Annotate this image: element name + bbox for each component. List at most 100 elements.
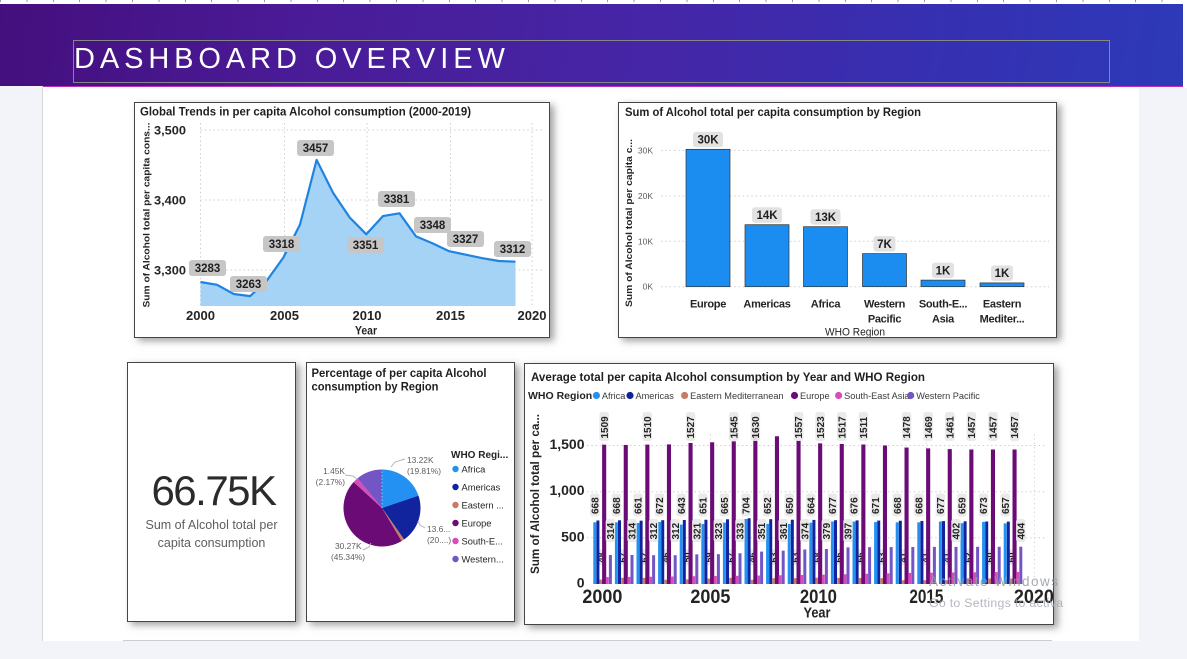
svg-text:1545: 1545 [729, 416, 740, 439]
svg-text:63: 63 [877, 552, 887, 562]
svg-text:673: 673 [979, 497, 990, 514]
svg-text:321: 321 [692, 522, 703, 539]
svg-text:Europe: Europe [800, 391, 830, 401]
svg-text:2000: 2000 [186, 308, 215, 323]
svg-text:397: 397 [844, 522, 855, 539]
svg-text:3263: 3263 [236, 279, 262, 291]
svg-text:41: 41 [899, 552, 909, 562]
svg-text:63: 63 [791, 552, 801, 562]
svg-text:0K: 0K [643, 282, 654, 292]
svg-text:361: 361 [779, 522, 790, 539]
svg-text:46: 46 [747, 552, 757, 562]
svg-text:2020: 2020 [518, 308, 547, 323]
svg-text:2015: 2015 [436, 308, 465, 323]
svg-text:1630: 1630 [751, 416, 762, 439]
svg-text:Eastern Mediterranean: Eastern Mediterranean [690, 391, 783, 401]
svg-text:379: 379 [822, 522, 833, 539]
svg-text:South-E...: South-E... [919, 299, 968, 311]
svg-text:WHO Region: WHO Region [528, 390, 592, 402]
svg-text:48: 48 [596, 552, 606, 562]
svg-text:665: 665 [720, 497, 731, 514]
svg-text:1457: 1457 [989, 416, 1000, 439]
svg-text:3348: 3348 [420, 220, 446, 232]
svg-text:Africa: Africa [462, 465, 487, 475]
svg-text:3318: 3318 [269, 239, 295, 251]
svg-text:677: 677 [828, 497, 839, 514]
svg-text:Americas: Americas [462, 483, 501, 493]
svg-text:704: 704 [742, 497, 753, 514]
svg-text:Europe: Europe [462, 519, 492, 529]
svg-text:66: 66 [834, 552, 844, 562]
svg-text:Eastern ...: Eastern ... [462, 501, 504, 511]
svg-text:60: 60 [1007, 552, 1017, 562]
svg-text:Asia: Asia [932, 314, 955, 326]
svg-text:Americas: Americas [743, 299, 790, 311]
svg-text:1457: 1457 [1010, 416, 1021, 439]
svg-text:668: 668 [893, 497, 904, 514]
svg-text:30K: 30K [697, 135, 719, 147]
svg-text:2005: 2005 [270, 308, 299, 323]
svg-text:1457: 1457 [967, 416, 978, 439]
svg-text:(2.17%): (2.17%) [316, 477, 346, 487]
svg-text:657: 657 [1001, 497, 1012, 514]
svg-text:50: 50 [683, 552, 693, 562]
svg-text:66: 66 [855, 552, 865, 562]
svg-text:Africa: Africa [602, 391, 626, 401]
svg-text:41: 41 [942, 552, 952, 562]
svg-text:668: 668 [612, 497, 623, 514]
svg-text:67: 67 [639, 552, 649, 562]
svg-text:WHO Region: WHO Region [825, 327, 885, 338]
svg-text:Western...: Western... [462, 555, 504, 565]
svg-text:Sum of Alcohol total per capit: Sum of Alcohol total per capita consumpt… [625, 105, 921, 119]
svg-text:671: 671 [871, 497, 882, 514]
svg-text:20K: 20K [638, 191, 653, 201]
svg-text:3283: 3283 [195, 263, 221, 275]
svg-text:Sum of Alcohol total per capit: Sum of Alcohol total per capita c... [624, 139, 635, 307]
svg-text:Africa: Africa [811, 299, 842, 311]
svg-text:67: 67 [618, 552, 628, 562]
svg-text:3327: 3327 [453, 234, 479, 246]
svg-text:Americas: Americas [636, 391, 675, 401]
svg-text:59: 59 [704, 552, 714, 562]
svg-text:651: 651 [698, 497, 709, 514]
svg-text:3,300: 3,300 [154, 264, 186, 278]
svg-text:643: 643 [677, 497, 688, 514]
svg-text:WHO Regi...: WHO Regi... [451, 450, 508, 461]
svg-text:404: 404 [1016, 522, 1027, 539]
svg-text:1509: 1509 [600, 416, 611, 439]
svg-text:0: 0 [577, 575, 585, 591]
svg-text:South-E...: South-E... [462, 537, 503, 547]
svg-text:Western: Western [864, 299, 906, 311]
svg-text:1523: 1523 [816, 416, 827, 439]
svg-text:664: 664 [806, 497, 817, 514]
svg-text:314: 314 [628, 522, 639, 539]
svg-text:46: 46 [661, 552, 671, 562]
svg-text:1557: 1557 [794, 416, 805, 439]
svg-text:3351: 3351 [353, 240, 379, 252]
svg-text:3,500: 3,500 [154, 124, 186, 138]
svg-text:(19.81%): (19.81%) [407, 466, 441, 476]
svg-text:30.27K: 30.27K [335, 541, 362, 551]
svg-text:68: 68 [812, 552, 822, 562]
svg-text:67: 67 [726, 552, 736, 562]
svg-text:Pacific: Pacific [868, 314, 902, 326]
svg-text:3457: 3457 [303, 143, 329, 155]
svg-text:402: 402 [952, 522, 963, 539]
svg-text:1461: 1461 [945, 416, 956, 439]
svg-text:Sum of Alcohol total per ca...: Sum of Alcohol total per ca... [528, 414, 542, 574]
svg-text:41: 41 [920, 552, 930, 562]
svg-text:3312: 3312 [500, 244, 526, 256]
svg-text:consumption by Region: consumption by Region [312, 380, 439, 394]
svg-text:374: 374 [800, 522, 811, 539]
svg-text:668: 668 [590, 497, 601, 514]
svg-text:672: 672 [655, 497, 666, 514]
svg-text:13K: 13K [815, 212, 837, 224]
svg-text:1K: 1K [995, 268, 1010, 280]
svg-text:Western Pacific: Western Pacific [916, 391, 980, 401]
svg-text:2000: 2000 [582, 587, 622, 608]
svg-text:1517: 1517 [837, 416, 848, 439]
svg-text:661: 661 [634, 497, 645, 514]
svg-text:3381: 3381 [384, 194, 410, 206]
svg-text:2015: 2015 [909, 587, 943, 608]
svg-text:1,500: 1,500 [549, 436, 584, 452]
